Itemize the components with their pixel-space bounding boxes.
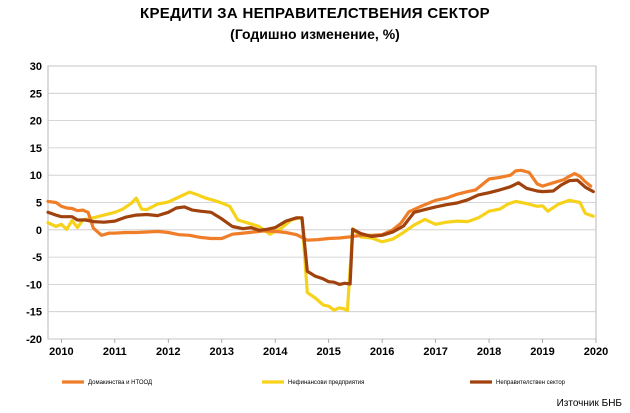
legend: Домакинства и НТООД Нефинансови предприят… (62, 380, 566, 386)
x-tick-label: 2012 (156, 346, 180, 358)
x-tick-label: 2017 (423, 346, 447, 358)
legend-label: Домакинства и НТООД (88, 380, 152, 386)
chart-title: КРЕДИТИ ЗА НЕПРАВИТЕЛСТВЕНИЯ СЕКТОР (140, 5, 490, 22)
x-tick-label: 2011 (103, 346, 127, 358)
x-tick-label: 2015 (316, 346, 340, 358)
x-tick-label: 2020 (584, 346, 608, 358)
series-lines (46, 168, 595, 313)
series-line-3 (46, 178, 595, 286)
y-tick-label: 20 (30, 116, 42, 128)
x-tick-label: 2016 (370, 346, 394, 358)
legend-label: Нефинансови предприятия (288, 380, 364, 386)
x-tick-label: 2014 (263, 346, 288, 358)
chart-subtitle: (Годишно изменение, %) (230, 26, 400, 42)
legend-label: Неправителствен сектор (496, 380, 566, 386)
x-tick-label: 2010 (49, 346, 73, 358)
y-tick-label: 5 (36, 198, 42, 210)
y-tick-label: 15 (30, 143, 42, 155)
y-tick-label: 30 (30, 61, 42, 73)
y-tick-label: -20 (26, 334, 42, 346)
y-tick-label: -5 (32, 252, 42, 264)
y-tick-label: 10 (30, 170, 42, 182)
y-tick-label: -15 (26, 307, 42, 319)
source-note: Източник БНБ (556, 398, 622, 409)
series-line-2 (46, 190, 595, 313)
y-axis-ticks: 30 25 20 15 10 5 0 -5 -10 -15 -20 (26, 61, 42, 346)
series-line-1 (46, 168, 593, 242)
x-axis-ticks: 2010 2011 2012 2013 2014 2015 2016 2017 2018 2019… (49, 339, 608, 358)
x-tick-label: 2018 (477, 346, 501, 358)
x-tick-label: 2013 (210, 346, 234, 358)
y-tick-label: 0 (36, 225, 42, 237)
y-tick-label: 25 (30, 88, 42, 100)
x-tick-label: 2019 (530, 346, 554, 358)
y-tick-label: -10 (26, 279, 42, 291)
